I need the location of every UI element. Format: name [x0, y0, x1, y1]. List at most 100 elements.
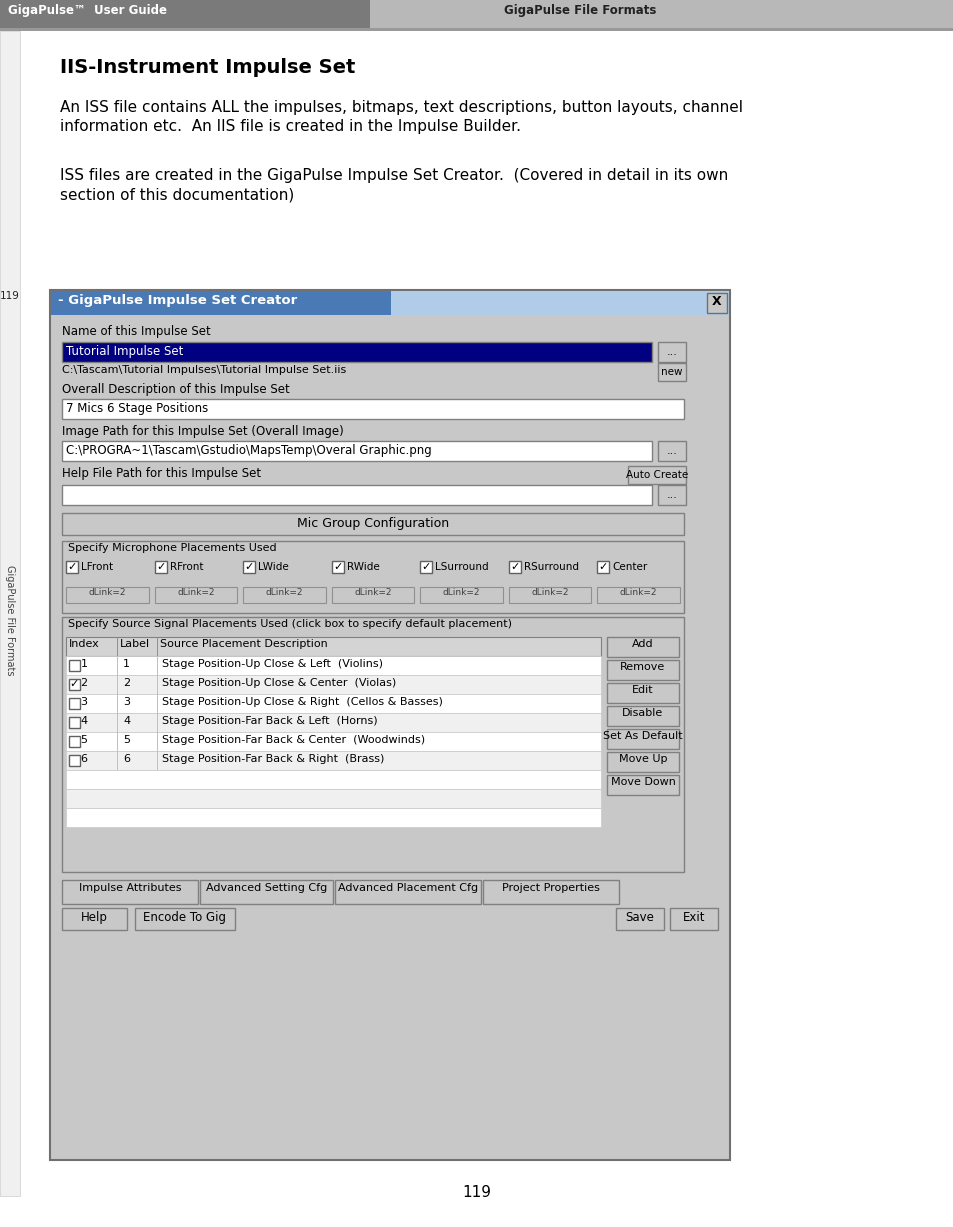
Text: ...: ...: [666, 445, 677, 456]
Bar: [597, 561, 609, 573]
Text: Exit: Exit: [682, 910, 704, 924]
Text: ...: ...: [666, 490, 677, 499]
Bar: [62, 485, 651, 506]
Text: ✓: ✓: [421, 562, 431, 572]
Bar: [482, 880, 618, 904]
Bar: [669, 908, 718, 930]
Bar: [117, 713, 118, 733]
Text: Stage Position-Up Close & Center  (Violas): Stage Position-Up Close & Center (Violas…: [162, 679, 395, 688]
Text: Stage Position-Far Back & Right  (Brass): Stage Position-Far Back & Right (Brass): [162, 755, 384, 764]
Text: Specify Source Signal Placements Used (click box to specify default placement): Specify Source Signal Placements Used (c…: [68, 618, 512, 629]
Bar: [157, 751, 158, 771]
Bar: [370, 0, 953, 28]
Bar: [66, 771, 600, 789]
Text: Help File Path for this Impulse Set: Help File Path for this Impulse Set: [62, 467, 261, 480]
Text: Overall Description of this Impulse Set: Overall Description of this Impulse Set: [62, 383, 290, 396]
Text: 6: 6: [80, 755, 88, 764]
Bar: [69, 660, 80, 671]
Bar: [66, 637, 600, 656]
Text: ✓: ✓: [244, 562, 253, 572]
Bar: [66, 561, 78, 573]
Text: Tutorial Impulse Set: Tutorial Impulse Set: [66, 345, 183, 358]
Bar: [597, 587, 679, 602]
Bar: [157, 675, 158, 694]
Bar: [606, 729, 679, 748]
Text: LSurround: LSurround: [435, 562, 488, 572]
Text: Advanced Setting Cfg: Advanced Setting Cfg: [206, 883, 327, 893]
Bar: [117, 751, 118, 771]
Text: Stage Position-Far Back & Center  (Woodwinds): Stage Position-Far Back & Center (Woodwi…: [162, 735, 425, 745]
Bar: [51, 291, 391, 315]
Text: Remove: Remove: [619, 663, 665, 672]
Bar: [157, 713, 158, 733]
Bar: [117, 675, 118, 694]
Text: ✓: ✓: [510, 562, 519, 572]
Text: 1: 1: [123, 659, 130, 669]
Bar: [66, 587, 149, 602]
Text: C:\PROGRA~1\Tascam\Gstudio\MapsTemp\Overal Graphic.png: C:\PROGRA~1\Tascam\Gstudio\MapsTemp\Over…: [66, 444, 432, 456]
Bar: [332, 587, 414, 602]
Bar: [157, 694, 158, 713]
Bar: [66, 713, 600, 733]
Bar: [335, 880, 480, 904]
Bar: [117, 733, 118, 751]
Text: 4: 4: [80, 717, 88, 726]
Bar: [606, 752, 679, 772]
Bar: [508, 587, 591, 602]
Text: - GigaPulse Impulse Set Creator: - GigaPulse Impulse Set Creator: [58, 294, 297, 307]
Text: new: new: [660, 367, 682, 377]
Text: ✓: ✓: [68, 562, 76, 572]
Text: Source Placement Description: Source Placement Description: [160, 639, 328, 649]
Bar: [69, 679, 80, 690]
Bar: [62, 513, 683, 535]
Bar: [62, 880, 198, 904]
Text: 1: 1: [80, 659, 88, 669]
Text: Edit: Edit: [632, 685, 653, 694]
Text: 3: 3: [123, 697, 130, 707]
Text: Specify Microphone Placements Used: Specify Microphone Placements Used: [68, 544, 276, 553]
Bar: [606, 637, 679, 656]
Text: Stage Position-Up Close & Left  (Violins): Stage Position-Up Close & Left (Violins): [162, 659, 382, 669]
Bar: [62, 908, 127, 930]
Bar: [420, 587, 502, 602]
Bar: [606, 660, 679, 680]
Bar: [243, 587, 325, 602]
Text: GigaPulse File Formats: GigaPulse File Formats: [503, 4, 656, 17]
Text: ...: ...: [666, 347, 677, 357]
Text: 6: 6: [123, 755, 130, 764]
Bar: [658, 342, 685, 362]
Text: 5: 5: [123, 735, 130, 745]
Bar: [117, 656, 118, 675]
Bar: [117, 637, 118, 656]
Text: Stage Position-Up Close & Right  (Cellos & Basses): Stage Position-Up Close & Right (Cellos …: [162, 697, 442, 707]
Text: Impulse Attributes: Impulse Attributes: [79, 883, 181, 893]
Bar: [117, 694, 118, 713]
Text: An ISS file contains ALL the impulses, bitmaps, text descriptions, button layout: An ISS file contains ALL the impulses, b…: [60, 99, 742, 134]
Text: Move Up: Move Up: [618, 755, 666, 764]
Bar: [66, 789, 600, 809]
Bar: [658, 485, 685, 506]
Text: Set As Default: Set As Default: [602, 731, 682, 741]
Bar: [200, 880, 333, 904]
Text: IIS-Instrument Impulse Set: IIS-Instrument Impulse Set: [60, 58, 355, 77]
Text: RSurround: RSurround: [523, 562, 578, 572]
Text: 4: 4: [123, 717, 130, 726]
Bar: [50, 290, 729, 1160]
Text: Image Path for this Impulse Set (Overall Image): Image Path for this Impulse Set (Overall…: [62, 425, 343, 438]
Bar: [157, 733, 158, 751]
Bar: [66, 656, 600, 675]
Text: dLink=2: dLink=2: [354, 588, 392, 598]
Text: X: X: [712, 294, 721, 308]
Text: GigaPulse™  User Guide: GigaPulse™ User Guide: [8, 4, 167, 17]
Bar: [508, 561, 520, 573]
Text: Auto Create: Auto Create: [625, 470, 687, 480]
Bar: [606, 683, 679, 703]
Text: Add: Add: [632, 639, 653, 649]
Bar: [66, 694, 600, 713]
Text: 119: 119: [0, 291, 20, 301]
Text: ✓: ✓: [333, 562, 342, 572]
Text: Stage Position-Far Back & Left  (Horns): Stage Position-Far Back & Left (Horns): [162, 717, 377, 726]
Bar: [69, 755, 80, 766]
Text: 3: 3: [80, 697, 88, 707]
Text: RFront: RFront: [170, 562, 203, 572]
